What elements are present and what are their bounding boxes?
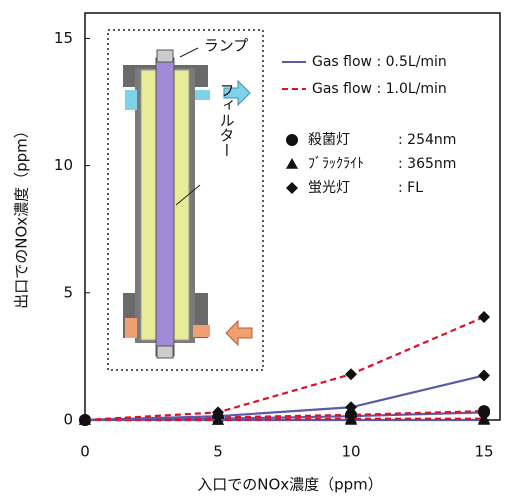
lamp-label: ランプ	[204, 37, 249, 55]
outlet	[125, 90, 137, 110]
y-tick-label: 10	[54, 156, 73, 174]
chart: 入口でのNOx濃度（ppm） 出口でのNOx濃度（ppm） ランプ フィルター …	[0, 0, 516, 498]
point	[345, 368, 357, 380]
x-tick-label: 5	[213, 443, 223, 461]
legend-label: Gas flow : 1.0L/min	[312, 81, 447, 97]
legend-spec: : FL	[398, 180, 423, 196]
x-axis-label: 入口でのNOx濃度（ppm）	[197, 476, 383, 494]
point	[478, 369, 490, 381]
legend-marker	[286, 134, 298, 146]
legend-label: ﾌﾞﾗｯｸﾗｲﾄ	[308, 156, 364, 172]
legend-marker	[286, 158, 298, 169]
filter-label: フィルター	[218, 83, 236, 158]
x-tick-label: 0	[80, 443, 90, 461]
inlet	[125, 318, 137, 338]
legend-spec: : 254nm	[398, 132, 456, 148]
x-tick-label: 15	[474, 443, 493, 461]
legend-label: Gas flow : 0.5L/min	[312, 54, 447, 70]
y-tick-label: 5	[63, 283, 73, 301]
x-tick-label: 10	[341, 443, 360, 461]
legend-marker	[286, 182, 298, 194]
y-tick-label: 0	[63, 411, 73, 429]
legend-label: 殺菌灯	[308, 132, 350, 148]
lamp	[156, 58, 174, 356]
point	[478, 311, 490, 323]
lamp-end	[157, 50, 173, 62]
legend-label: 蛍光灯	[308, 180, 350, 196]
y-axis-label: 出口でのNOx濃度（ppm）	[13, 123, 31, 309]
legend-spec: : 365nm	[398, 156, 456, 172]
inset-diagram: ランプ フィルター	[108, 30, 263, 370]
outlet	[195, 90, 210, 100]
lamp-end	[157, 346, 173, 358]
inlet	[193, 325, 210, 337]
y-tick-label: 15	[54, 29, 73, 47]
